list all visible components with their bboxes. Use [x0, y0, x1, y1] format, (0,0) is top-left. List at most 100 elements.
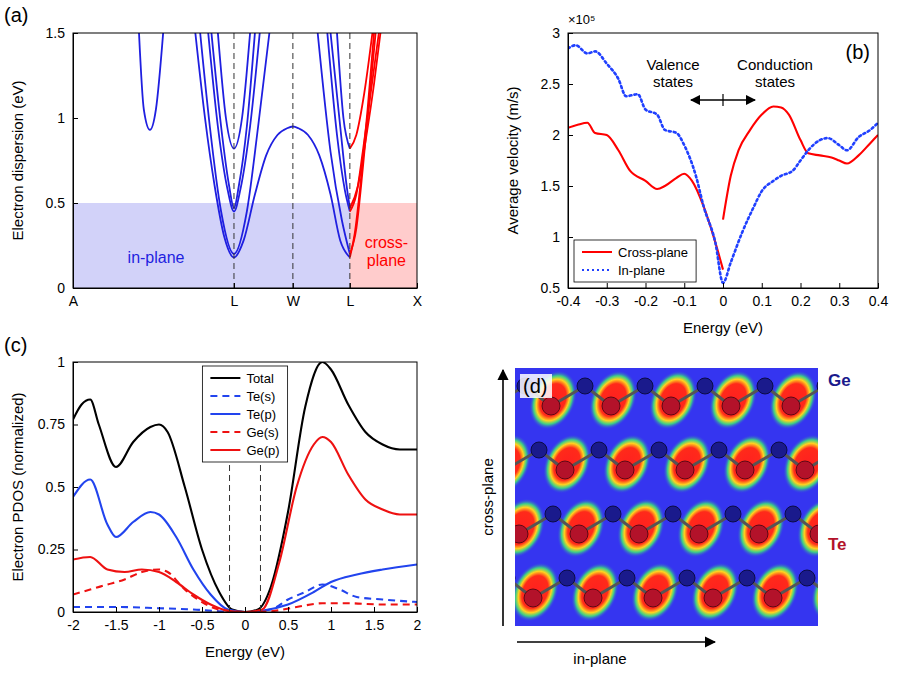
- band-line: [331, 33, 350, 208]
- atom-te: [584, 589, 602, 607]
- atom-ge: [559, 570, 575, 586]
- reference-line: [292, 33, 293, 288]
- tick: X: [413, 283, 423, 309]
- tick-label: 0.1: [753, 293, 773, 309]
- tick: 0.5: [541, 280, 573, 296]
- tick-mark: [568, 186, 573, 187]
- tick-mark: [607, 283, 608, 288]
- tick-mark: [73, 612, 78, 613]
- density-blob: [622, 555, 688, 626]
- tick: 1: [57, 110, 78, 126]
- atoms: [515, 368, 818, 626]
- tick-label: 0.5: [279, 617, 299, 633]
- y-axis: 0.511.522.53: [541, 25, 573, 296]
- region-label-line: cross-: [365, 234, 409, 251]
- atom-te: [644, 589, 662, 607]
- tick-label: 0.3: [830, 293, 850, 309]
- band-line: [350, 33, 381, 208]
- atom-ge: [739, 570, 755, 586]
- density-blob: [640, 368, 706, 437]
- tick: -0.3: [595, 283, 619, 309]
- atom-ge: [711, 442, 727, 458]
- tick: 3: [552, 25, 573, 41]
- legend-label: In-plane: [618, 263, 665, 278]
- reference-line: [233, 33, 234, 288]
- atom-te: [662, 397, 680, 415]
- tick-mark: [288, 607, 289, 612]
- atom-ge: [725, 506, 741, 522]
- plot-frame: [73, 362, 417, 612]
- tick-label: -0.3: [595, 293, 619, 309]
- tick-label: W: [287, 293, 301, 309]
- tick-label: 0.25: [38, 541, 65, 557]
- legend-swatch: [210, 413, 240, 415]
- tick-label: 0.5: [46, 195, 66, 211]
- series-line: [568, 45, 878, 283]
- reference-line: [260, 465, 261, 612]
- tick-label: L: [346, 293, 354, 309]
- density-blob: [576, 619, 642, 626]
- atom-ge: [817, 378, 818, 394]
- band-line: [337, 33, 350, 149]
- tick-mark: [73, 425, 78, 426]
- tick: -0.1: [673, 283, 697, 309]
- atom-te: [616, 461, 634, 479]
- density-blob: [714, 427, 780, 502]
- density-blob: [515, 491, 554, 566]
- density-blob: [515, 555, 568, 626]
- direction-label: cross-plane: [479, 458, 496, 536]
- panel: ALWLX00.511.5in-planecross-planeElectron…: [4, 4, 423, 309]
- density-blobs: [515, 368, 818, 626]
- tick: 0.3: [830, 283, 850, 309]
- tick: 0: [242, 607, 250, 633]
- band-line: [327, 33, 350, 212]
- panel-letter: (b): [846, 41, 870, 63]
- series-line: [73, 585, 417, 613]
- tick-mark: [234, 283, 235, 288]
- atom-ge: [637, 378, 653, 394]
- density-blob: [654, 427, 720, 502]
- tick-label: A: [69, 293, 79, 309]
- density-blob: [696, 619, 762, 626]
- atom-te: [542, 397, 560, 415]
- band-line: [350, 33, 379, 212]
- band-line: [350, 33, 376, 254]
- annotation-line: states: [653, 73, 693, 90]
- tick-label: -1: [153, 617, 166, 633]
- tick-label: X: [413, 293, 423, 309]
- tick: -1: [153, 607, 166, 633]
- legend-box: [202, 366, 287, 462]
- band-line: [218, 33, 250, 149]
- tick-label: 2.5: [541, 76, 561, 92]
- tick-mark: [839, 283, 840, 288]
- density-blob: [516, 619, 582, 626]
- figure-svg: ALWLX00.511.5in-planecross-planeElectron…: [0, 0, 900, 683]
- tick: 0: [57, 604, 78, 620]
- tick-mark: [723, 283, 724, 288]
- atom-te: [764, 589, 782, 607]
- tick-mark: [646, 283, 647, 288]
- legend-label: Te(p): [246, 407, 276, 422]
- tick: 0.1: [753, 283, 773, 309]
- tick-mark: [116, 607, 117, 612]
- tick-label: -1.5: [104, 617, 128, 633]
- tick-mark: [293, 283, 294, 288]
- panel-letter: (d): [523, 375, 547, 397]
- tick-label: -0.1: [673, 293, 697, 309]
- atom-ge: [665, 506, 681, 522]
- tick-label: -0.2: [634, 293, 658, 309]
- tick-label: 0.5: [46, 479, 66, 495]
- tick: 1: [328, 607, 336, 633]
- legend-label: Ge(s): [246, 425, 279, 440]
- tick: 0.2: [791, 283, 811, 309]
- density-blob: [520, 368, 586, 437]
- legend-swatch: [210, 449, 240, 451]
- tick-label: 0: [57, 604, 65, 620]
- tick: 0.5: [46, 195, 78, 211]
- atom-ge: [591, 442, 607, 458]
- tick: 0: [720, 283, 728, 309]
- direction-label: in-plane: [573, 650, 626, 667]
- tick-mark: [684, 283, 685, 288]
- atom-te: [704, 589, 722, 607]
- atom-ge: [771, 442, 787, 458]
